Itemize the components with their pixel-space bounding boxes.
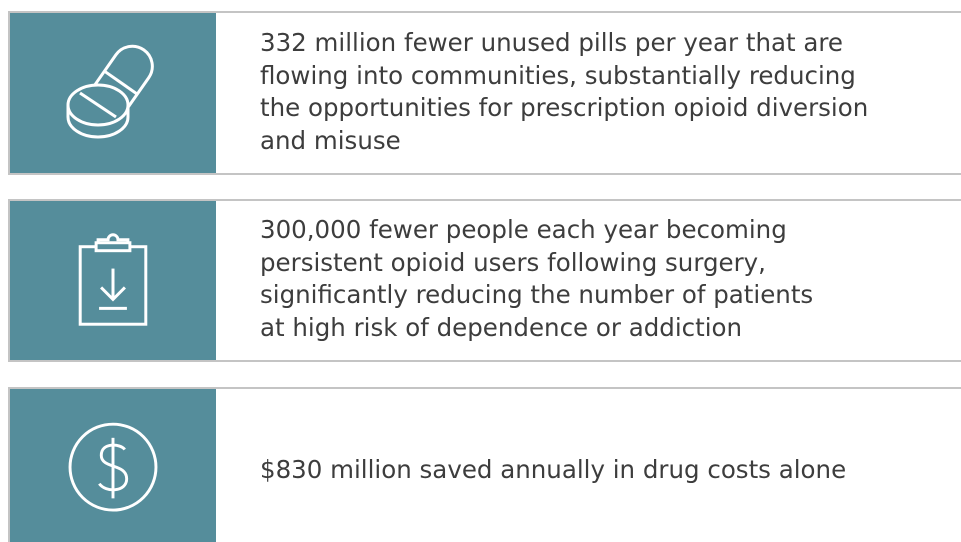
icon-block xyxy=(10,201,216,360)
text-line: flowing into communities, substantially … xyxy=(260,60,856,90)
pills-icon xyxy=(66,44,154,139)
clipboard-icon xyxy=(78,233,148,326)
text-line: $830 million saved annually in drug cost… xyxy=(260,455,847,484)
item-row: $830 million saved annually in drug cost… xyxy=(8,387,961,542)
text-line: the opportunities for prescription opioi… xyxy=(260,93,869,122)
text-line: 332 million fewer unused pills per year … xyxy=(260,28,843,57)
item-row: 332 million fewer unused pills per year … xyxy=(8,11,961,175)
text-line: significantly reducing the number of pat… xyxy=(260,280,814,309)
icon-block xyxy=(10,389,216,542)
item-text: $830 million saved annually in drug cost… xyxy=(260,454,961,487)
item-text: 332 million fewer unused pills per year … xyxy=(260,27,961,157)
text-line: 300,000 fewer people each year becoming xyxy=(260,215,787,244)
dollar-icon xyxy=(68,422,158,512)
text-line: persistent opioid users following surger… xyxy=(260,247,766,277)
item-text: 300,000 fewer people each year becoming p… xyxy=(260,214,961,344)
icon-block xyxy=(10,13,216,173)
text-line: and misuse xyxy=(260,125,401,155)
text-line: at high risk of dependence or addiction xyxy=(260,312,743,342)
item-row: 300,000 fewer people each year becoming p… xyxy=(8,199,961,362)
